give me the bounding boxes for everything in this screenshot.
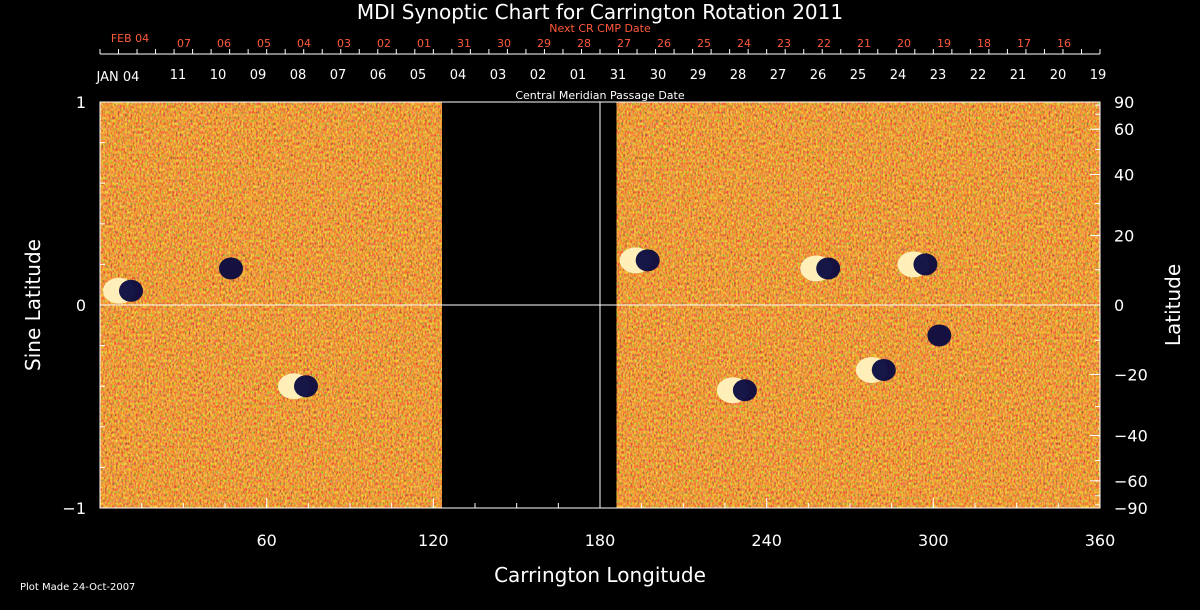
negative-polarity — [294, 375, 318, 398]
date-label: 08 — [290, 68, 307, 83]
next-cr-label: 30 — [497, 37, 511, 50]
y-tick-label-right: −60 — [1114, 472, 1148, 491]
x-tick-label: 120 — [418, 531, 449, 550]
next-cr-ticks: 07 06 05 04 03 02 01 31 30 29 28 27 26 25 24 23 22 21 20 19… — [99, 37, 1101, 54]
date-label: 04 — [450, 68, 467, 83]
date-label: 24 — [890, 68, 907, 83]
x-tick-label: 180 — [585, 531, 616, 550]
y-tick-label-right: 60 — [1114, 120, 1134, 139]
next-cr-axis-title: Next CR CMP Date — [549, 22, 651, 35]
y-ticks-left: 1 0 −1 — [62, 93, 110, 518]
date-label: 05 — [410, 68, 427, 83]
next-cr-label: 02 — [377, 37, 391, 50]
next-cr-label: 04 — [297, 37, 311, 50]
active-regions — [103, 247, 952, 404]
x-tick-label: 360 — [1085, 531, 1116, 550]
y-ticks-right: 90 60 40 20 0 −20 −40 −60 −90 — [1090, 93, 1148, 518]
negative-polarity — [219, 257, 243, 280]
x-tick-label: 240 — [751, 531, 782, 550]
chart-title: MDI Synoptic Chart for Carrington Rotati… — [357, 0, 843, 24]
negative-polarity — [816, 257, 841, 280]
active-region — [619, 247, 660, 274]
date-label: 30 — [650, 68, 667, 83]
next-cr-label: 16 — [1057, 37, 1071, 50]
date-label: 25 — [850, 68, 867, 83]
next-cr-label: 25 — [697, 37, 711, 50]
active-region — [855, 356, 896, 383]
next-cr-label: 31 — [457, 37, 471, 50]
next-cr-label: 22 — [817, 37, 831, 50]
next-cr-start-label: FEB 04 — [111, 32, 149, 45]
date-axis-start-label: JAN 04 — [96, 70, 140, 85]
next-cr-label: 06 — [217, 37, 231, 50]
date-label: 03 — [490, 68, 507, 83]
y-tick-label-left: 1 — [76, 93, 86, 112]
date-label: 10 — [210, 68, 227, 83]
y-tick-label-right: 20 — [1114, 227, 1134, 246]
y-tick-label-right: 90 — [1114, 93, 1134, 112]
date-label: 31 — [610, 68, 627, 83]
date-label: 23 — [930, 68, 947, 83]
next-cr-label: 18 — [977, 37, 991, 50]
active-region — [800, 255, 841, 282]
negative-polarity — [119, 279, 143, 302]
y-axis-title-left: Sine Latitude — [21, 239, 45, 371]
negative-polarity — [927, 324, 952, 347]
date-label: 02 — [530, 68, 547, 83]
y-tick-label-right: −20 — [1114, 365, 1148, 384]
active-region — [897, 251, 938, 278]
next-cr-label: 03 — [337, 37, 351, 50]
next-cr-label: 19 — [937, 37, 951, 50]
y-tick-label-left: 0 — [76, 296, 86, 315]
date-label: 09 — [250, 68, 267, 83]
date-label: 19 — [1090, 68, 1107, 83]
negative-polarity — [732, 379, 757, 402]
active-region — [927, 324, 952, 347]
next-cr-label: 01 — [417, 37, 431, 50]
negative-polarity — [871, 358, 896, 381]
date-label: 06 — [370, 68, 387, 83]
next-cr-label: 29 — [537, 37, 551, 50]
active-region — [278, 373, 318, 400]
y-tick-label-right: −90 — [1114, 499, 1148, 518]
date-label: 22 — [970, 68, 987, 83]
date-label: 11 — [170, 68, 187, 83]
date-label: 01 — [570, 68, 587, 83]
negative-polarity — [913, 253, 938, 276]
next-cr-label: 26 — [657, 37, 671, 50]
date-label: 26 — [810, 68, 827, 83]
next-cr-label: 24 — [737, 37, 751, 50]
date-label: 20 — [1050, 68, 1067, 83]
next-cr-label: 17 — [1017, 37, 1031, 50]
x-ticks: 60 120 180 240 300 360 — [141, 498, 1116, 550]
x-tick-label: 60 — [256, 531, 276, 550]
next-cr-label: 21 — [857, 37, 871, 50]
next-cr-label: 27 — [617, 37, 631, 50]
date-ticks: 11 10 09 08 07 06 05 04 03 02 01 31 30 29 28 27 26 25 24 23… — [170, 68, 1107, 83]
active-region — [716, 377, 757, 404]
y-tick-label-right: 0 — [1114, 296, 1124, 315]
next-cr-label: 07 — [177, 37, 191, 50]
date-label: 28 — [730, 68, 747, 83]
y-axis-title-right: Latitude — [1161, 264, 1185, 346]
active-region — [103, 277, 143, 304]
next-cr-label: 20 — [897, 37, 911, 50]
date-label: 07 — [330, 68, 347, 83]
y-tick-label-left: −1 — [62, 499, 86, 518]
date-label: 27 — [770, 68, 787, 83]
next-cr-label: 28 — [577, 37, 591, 50]
y-tick-label-right: −40 — [1114, 426, 1148, 445]
date-label: 21 — [1010, 68, 1027, 83]
date-label: 29 — [690, 68, 707, 83]
next-cr-label: 05 — [257, 37, 271, 50]
next-cr-label: 23 — [777, 37, 791, 50]
active-region — [219, 257, 243, 280]
plot-footer: Plot Made 24-Oct-2007 — [20, 582, 135, 593]
x-axis-title: Carrington Longitude — [494, 563, 706, 587]
x-tick-label: 300 — [918, 531, 949, 550]
date-axis-title: Central Meridian Passage Date — [515, 89, 684, 102]
y-tick-label-right: 40 — [1114, 166, 1134, 185]
negative-polarity — [635, 249, 660, 272]
